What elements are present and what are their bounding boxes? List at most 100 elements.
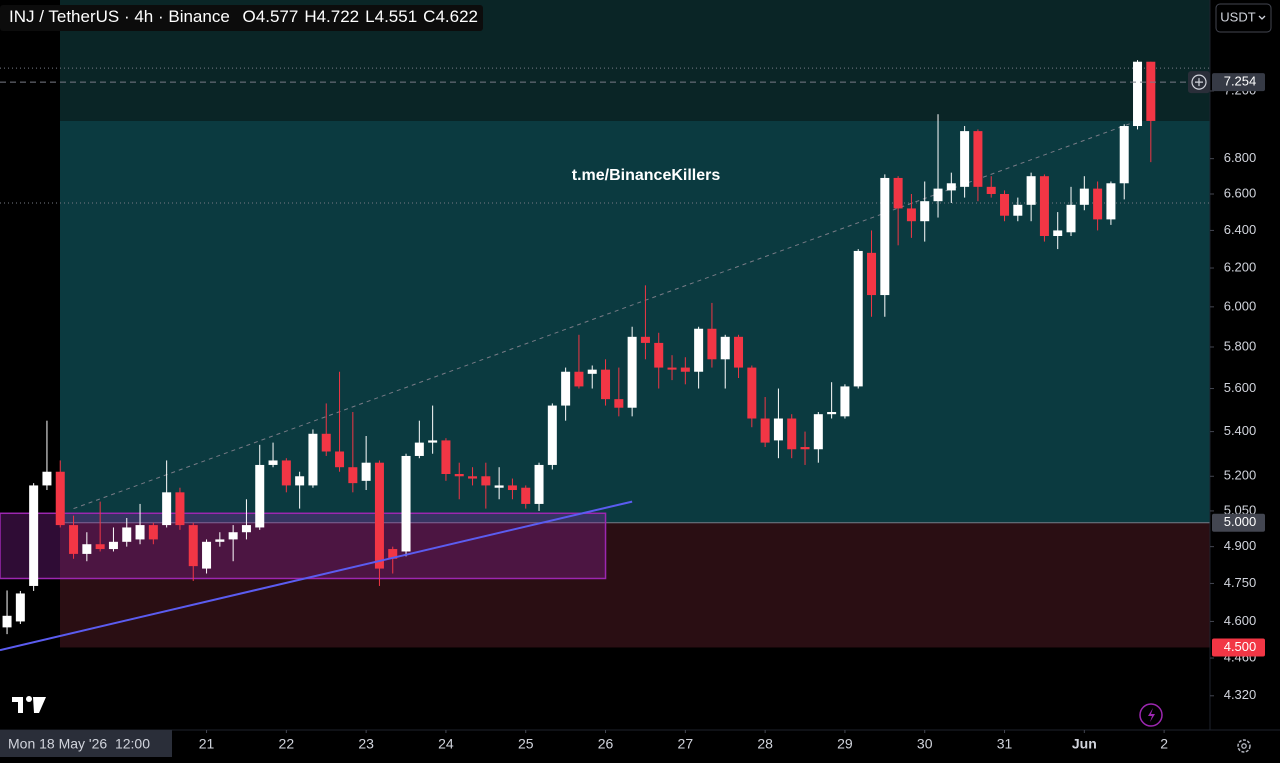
candle-body (800, 447, 810, 450)
dropdown-icon (1258, 15, 1266, 20)
candle-body (1119, 126, 1129, 184)
candle-body (813, 414, 823, 450)
x-tick-label: 2 (1160, 736, 1168, 752)
candle-body (268, 460, 278, 465)
add-alert-icon[interactable] (1191, 74, 1207, 90)
x-tick-label: 21 (199, 736, 215, 752)
lightning-icon[interactable] (1148, 708, 1155, 722)
logo-part (33, 697, 46, 713)
candle-body (986, 186, 996, 194)
candle-body (827, 412, 837, 415)
ohlc-legend: INJ / TetherUS · 4h · Binance O4.577 H4.7… (9, 7, 478, 26)
candle-body (255, 464, 265, 528)
y-tick-label: 5.600 (1224, 380, 1257, 395)
crosshair-date: Mon 18 May '26 12:00 (8, 736, 150, 752)
candle-body (202, 541, 212, 569)
candle-body (840, 386, 850, 417)
y-tick-label: 4.750 (1224, 575, 1257, 590)
candle-body (135, 525, 145, 540)
y-tick-label: 4.900 (1224, 538, 1257, 553)
candle-body (707, 328, 717, 360)
candle-body (773, 418, 783, 441)
candle-body (614, 399, 624, 408)
candle-body (1053, 230, 1063, 236)
y-tick-label: 6.800 (1224, 150, 1257, 165)
currency-label[interactable]: USDT (1220, 9, 1255, 24)
candle-body (867, 252, 877, 296)
trendline (0, 500, 633, 652)
x-tick-label: 25 (518, 736, 534, 752)
candle-body (760, 418, 770, 443)
candle-body (335, 451, 345, 468)
candle-body (1079, 188, 1089, 205)
candle-body (787, 418, 797, 450)
candle-body (281, 460, 291, 486)
y-tick-label: 6.400 (1224, 222, 1257, 237)
candle-body (494, 485, 504, 488)
price-label: 7.254 (1224, 74, 1257, 89)
candle-body (694, 328, 704, 372)
candle-body (15, 593, 25, 622)
x-tick-label: 23 (358, 736, 374, 752)
candle-body (55, 471, 65, 526)
lightning-button[interactable] (1139, 703, 1163, 727)
price-label-box (1212, 638, 1265, 657)
y-tick-label: 5.200 (1224, 468, 1257, 483)
candle-body (933, 188, 943, 202)
legend-background (0, 5, 483, 31)
y-tick-label: 6.200 (1224, 259, 1257, 274)
candle-body (401, 455, 411, 552)
candle-body (521, 487, 531, 504)
candle-body (42, 471, 52, 486)
ohlc-key: C (423, 7, 435, 26)
y-tick-label: 6.600 (1224, 185, 1257, 200)
candle-body (388, 549, 398, 559)
price-label-box (1212, 73, 1265, 92)
candle-body (215, 539, 225, 542)
candle-body (547, 405, 557, 465)
x-tick-label: 26 (598, 736, 614, 752)
candle-body (241, 525, 251, 533)
candle-body (308, 433, 318, 486)
candle-body (95, 544, 105, 550)
candle-body (587, 369, 597, 374)
candle-body (534, 464, 544, 504)
candle-body (468, 476, 478, 479)
candle-body (29, 485, 39, 586)
candle-body (122, 527, 132, 542)
currency-button[interactable] (1215, 3, 1272, 33)
gear-center[interactable] (1241, 743, 1247, 749)
candle-body (973, 131, 983, 187)
candle-body (428, 440, 438, 443)
candle-body (1026, 176, 1036, 205)
x-tick-label: 30 (917, 736, 933, 752)
candle-body (361, 462, 371, 481)
candle-body (175, 492, 185, 526)
candle-body (481, 476, 491, 486)
candle-body (1093, 188, 1103, 220)
ohlc-value: 4.551 (375, 7, 418, 26)
candle-body (1066, 204, 1076, 233)
ohlc-value: 4.622 (435, 7, 478, 26)
settings-button[interactable] (1237, 739, 1251, 753)
candle-body (920, 201, 930, 222)
candle-body (747, 367, 757, 419)
tradingview-logo (12, 696, 46, 713)
candle-body (295, 476, 305, 486)
candle-body (108, 541, 118, 550)
candle-body (507, 485, 517, 491)
candle-body (321, 433, 331, 452)
logo-part (26, 696, 32, 702)
crosshair-date-box (0, 730, 172, 757)
candle-body (441, 440, 451, 475)
gear-icon[interactable] (1237, 739, 1251, 753)
price-label: 5.000 (1224, 514, 1257, 529)
candle-body (640, 336, 650, 343)
y-tick-label: 5.400 (1224, 423, 1257, 438)
candle-body (1000, 193, 1010, 216)
candle-body (414, 442, 424, 456)
add-alert-plus[interactable] (1195, 78, 1203, 87)
candle-body (906, 208, 916, 222)
lightning-circle[interactable] (1139, 703, 1163, 727)
